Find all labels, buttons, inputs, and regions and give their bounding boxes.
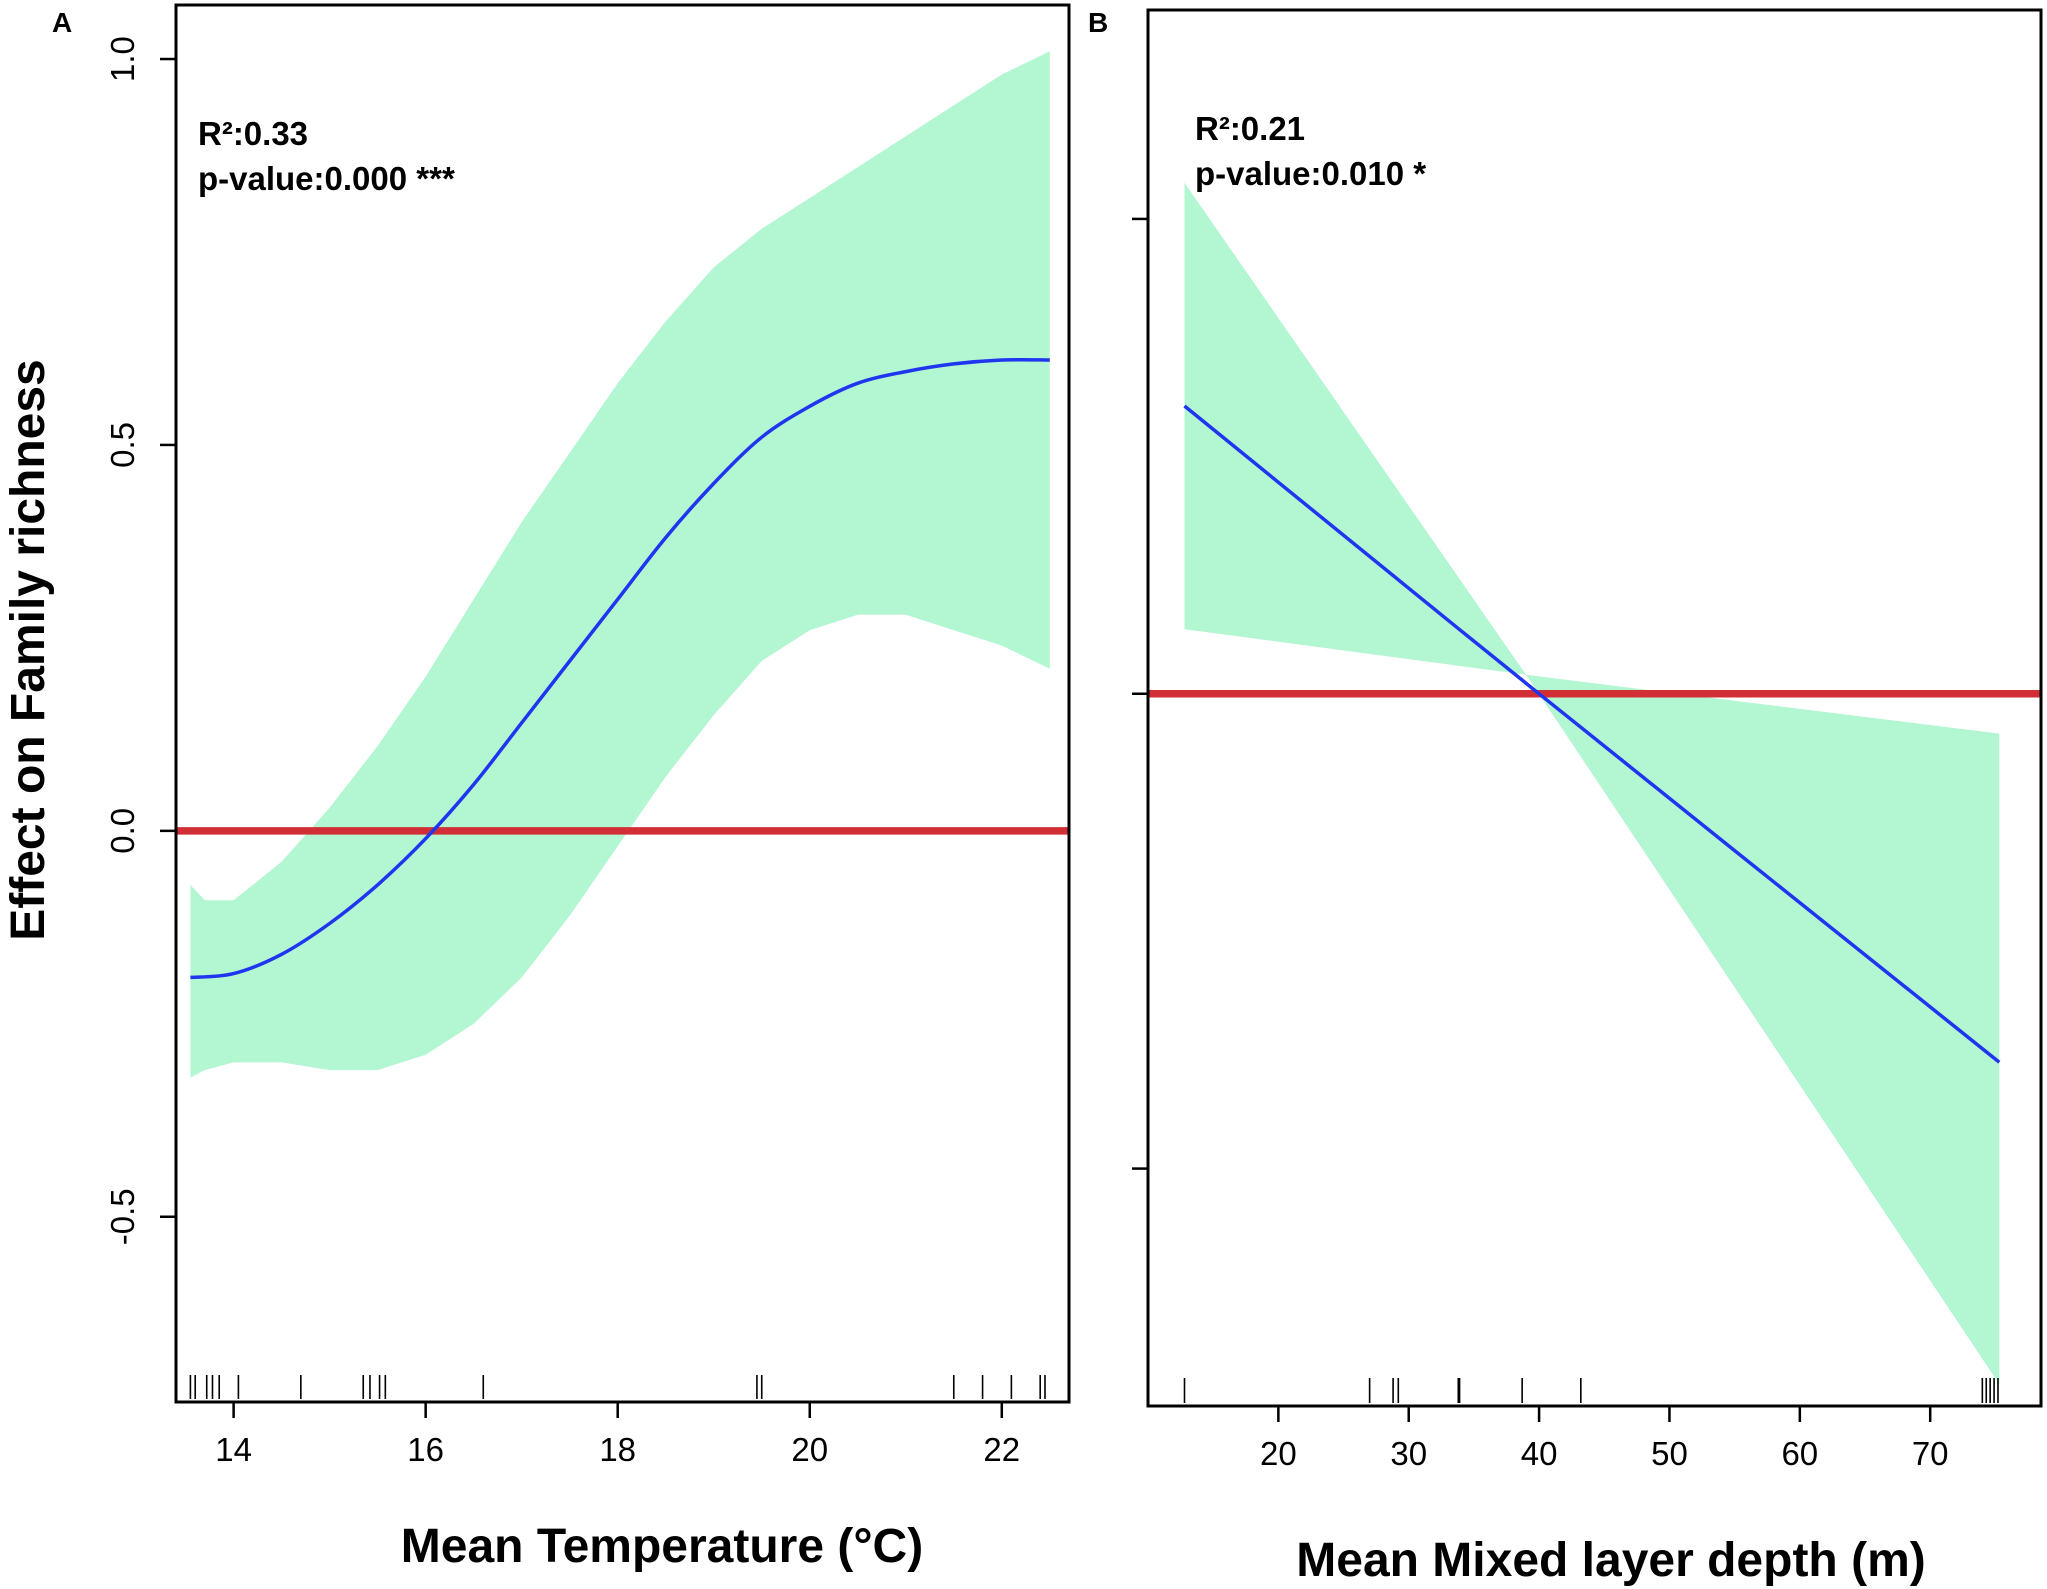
panel-b-x-tick-label: 20 (1260, 1435, 1297, 1472)
panel-b-x-tick-label: 70 (1912, 1435, 1949, 1472)
panel-a-plot (176, 51, 1069, 1399)
panel-b-x-tick-label: 60 (1781, 1435, 1818, 1472)
panel-b: B 20 30 40 50 60 70 R²:0.21 p-value:0.010 * M… (1088, 7, 2043, 1587)
y-axis-label: Effect on Family richness (2, 359, 55, 941)
panel-b-fit-line (1183, 404, 2001, 1064)
panel-a-y-tick-label: -0.5 (104, 1188, 141, 1245)
panel-a-tag: A (52, 7, 72, 38)
panel-b-x-axis: 20 30 40 50 60 70 (1260, 1406, 1949, 1472)
panel-b-x-tick-label: 40 (1521, 1435, 1558, 1472)
panel-a-p-annotation: p-value:0.000 *** (198, 160, 455, 197)
panel-a-y-tick-label: 0.5 (104, 422, 141, 468)
panel-b-p-annotation: p-value:0.010 * (1195, 155, 1426, 192)
panel-a-fit-line (190, 357, 1050, 980)
panel-a-x-tick-label: 14 (215, 1431, 252, 1468)
panel-b-confidence-band (1184, 182, 2000, 1385)
panel-b-y-axis (1132, 217, 1148, 1170)
panel-b-plot (1148, 182, 2041, 1403)
panel-a-y-tick-label: 0.0 (104, 808, 141, 854)
panel-b-x-tick-label: 30 (1390, 1435, 1427, 1472)
panel-a-y-tick-label: 1.0 (104, 36, 141, 82)
panel-a: A -0.5 0.0 0.5 1.0 14 16 18 20 22 R²:0.33 p-val… (52, 3, 1071, 1573)
panel-b-x-tick-label: 50 (1651, 1435, 1688, 1472)
panel-a-confidence-band (190, 51, 1050, 1078)
panel-a-x-axis: 14 16 18 20 22 (215, 1402, 1020, 1468)
panel-a-x-tick-label: 22 (983, 1431, 1020, 1468)
panel-b-r2-annotation: R²:0.21 (1195, 110, 1305, 147)
panel-a-x-tick-label: 18 (599, 1431, 636, 1468)
panel-a-frame (174, 3, 1071, 1404)
panel-b-frame (1146, 8, 2043, 1408)
panel-b-x-axis-label: Mean Mixed layer depth (m) (1296, 1534, 1925, 1587)
panel-a-x-axis-label: Mean Temperature (°C) (401, 1520, 923, 1573)
panel-a-x-tick-label: 20 (791, 1431, 828, 1468)
panel-a-x-tick-label: 16 (407, 1431, 444, 1468)
panel-b-tag: B (1088, 7, 1108, 38)
panel-a-y-axis: -0.5 0.0 0.5 1.0 (104, 36, 176, 1245)
panel-a-r2-annotation: R²:0.33 (198, 115, 308, 152)
